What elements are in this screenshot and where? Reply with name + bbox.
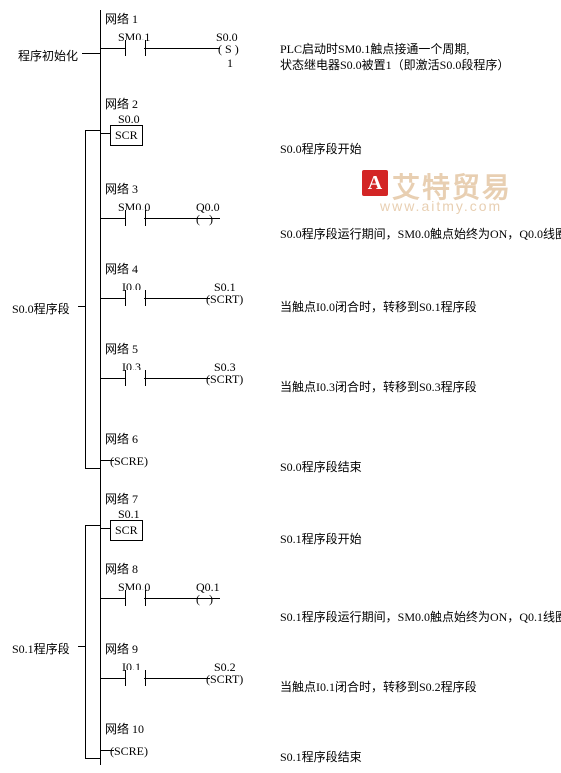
network-comment: S0.0程序段开始: [280, 140, 362, 157]
network-title: 网络 6: [105, 430, 138, 447]
contact-gap: [126, 370, 144, 386]
rung: [100, 48, 220, 49]
coil-op-text: SCRE: [114, 744, 144, 758]
section-label-seg0: S0.0程序段: [12, 300, 70, 317]
network-comment: 当触点I0.1闭合时，转移到S0.2程序段: [280, 678, 477, 695]
bracket-seg1-bot: [85, 758, 100, 759]
coil-op: (SCRE): [110, 744, 148, 759]
ladder-diagram: A 艾特贸易 www.aitmy.com 程序初始化 S0.0程序段 S0.1程…: [0, 0, 561, 773]
network-comment: S0.0程序段结束: [280, 458, 362, 475]
contact-bar: [145, 210, 146, 226]
section-tick: [82, 53, 100, 54]
network-comment: 状态继电器S0.0被置1（即激活S0.0段程序）: [280, 56, 509, 73]
contact-gap: [126, 40, 144, 56]
bracket-seg0-mid: [78, 306, 86, 307]
scr-box: SCR: [110, 125, 143, 146]
contact-bar: [145, 670, 146, 686]
rung: [100, 298, 210, 299]
rung: [100, 378, 210, 379]
network-comment: S0.1程序段运行期间，SM0.0触点始终为ON，Q0.1线圈得电: [280, 608, 561, 625]
network-title: 网络 5: [105, 340, 138, 357]
rung: [100, 133, 110, 134]
network-title: 网络 10: [105, 720, 144, 737]
network-comment: 当触点I0.0闭合时，转移到S0.1程序段: [280, 298, 477, 315]
coil-op: (SCRE): [110, 454, 148, 469]
network-comment: PLC启动时SM0.1触点接通一个周期,: [280, 40, 469, 57]
contact-gap: [126, 670, 144, 686]
network-title: 网络 1: [105, 10, 138, 27]
bracket-seg1-mid: [78, 646, 86, 647]
network-title: 网络 9: [105, 640, 138, 657]
coil-op-text: SCRT: [210, 672, 239, 686]
contact-gap: [126, 210, 144, 226]
network-title: 网络 7: [105, 490, 138, 507]
coil-op: (SCRT): [206, 672, 243, 687]
network-comment: 当触点I0.3闭合时，转移到S0.3程序段: [280, 378, 477, 395]
contact-bar: [145, 290, 146, 306]
contact-bar: [145, 590, 146, 606]
coil-op-text: S: [225, 42, 232, 56]
network-title: 网络 4: [105, 260, 138, 277]
section-label-seg1: S0.1程序段: [12, 640, 70, 657]
network-comment: S0.1程序段结束: [280, 748, 362, 765]
coil-op: ( ): [196, 212, 213, 227]
coil-op: ( S ): [218, 42, 239, 57]
bracket-seg1: [85, 525, 86, 758]
contact-gap: [126, 290, 144, 306]
network-title: 网络 3: [105, 180, 138, 197]
coil-op-text: SCRE: [114, 454, 144, 468]
watermark-logo: A: [362, 170, 388, 196]
bracket-seg0: [85, 130, 86, 468]
section-label-init: 程序初始化: [18, 47, 78, 64]
contact-bar: [145, 40, 146, 56]
rung: [100, 528, 110, 529]
watermark-url: www.aitmy.com: [380, 198, 502, 214]
bracket-seg1-top: [85, 525, 100, 526]
bracket-seg0-top: [85, 130, 100, 131]
network-title: 网络 8: [105, 560, 138, 577]
network-comment: S0.1程序段开始: [280, 530, 362, 547]
contact-bar: [145, 370, 146, 386]
coil-op-text: SCRT: [210, 372, 239, 386]
contact-gap: [126, 590, 144, 606]
coil-op-text: SCRT: [210, 292, 239, 306]
network-comment: S0.0程序段运行期间，SM0.0触点始终为ON，Q0.0线圈得电: [280, 225, 561, 242]
network-title: 网络 2: [105, 95, 138, 112]
bracket-seg0-bot: [85, 468, 100, 469]
coil-op: (SCRT): [206, 292, 243, 307]
coil-op: (SCRT): [206, 372, 243, 387]
rung: [100, 678, 210, 679]
scr-box: SCR: [110, 520, 143, 541]
coil-op: ( ): [196, 592, 213, 607]
coil-arg: 1: [227, 56, 233, 71]
power-rail: [100, 10, 101, 765]
